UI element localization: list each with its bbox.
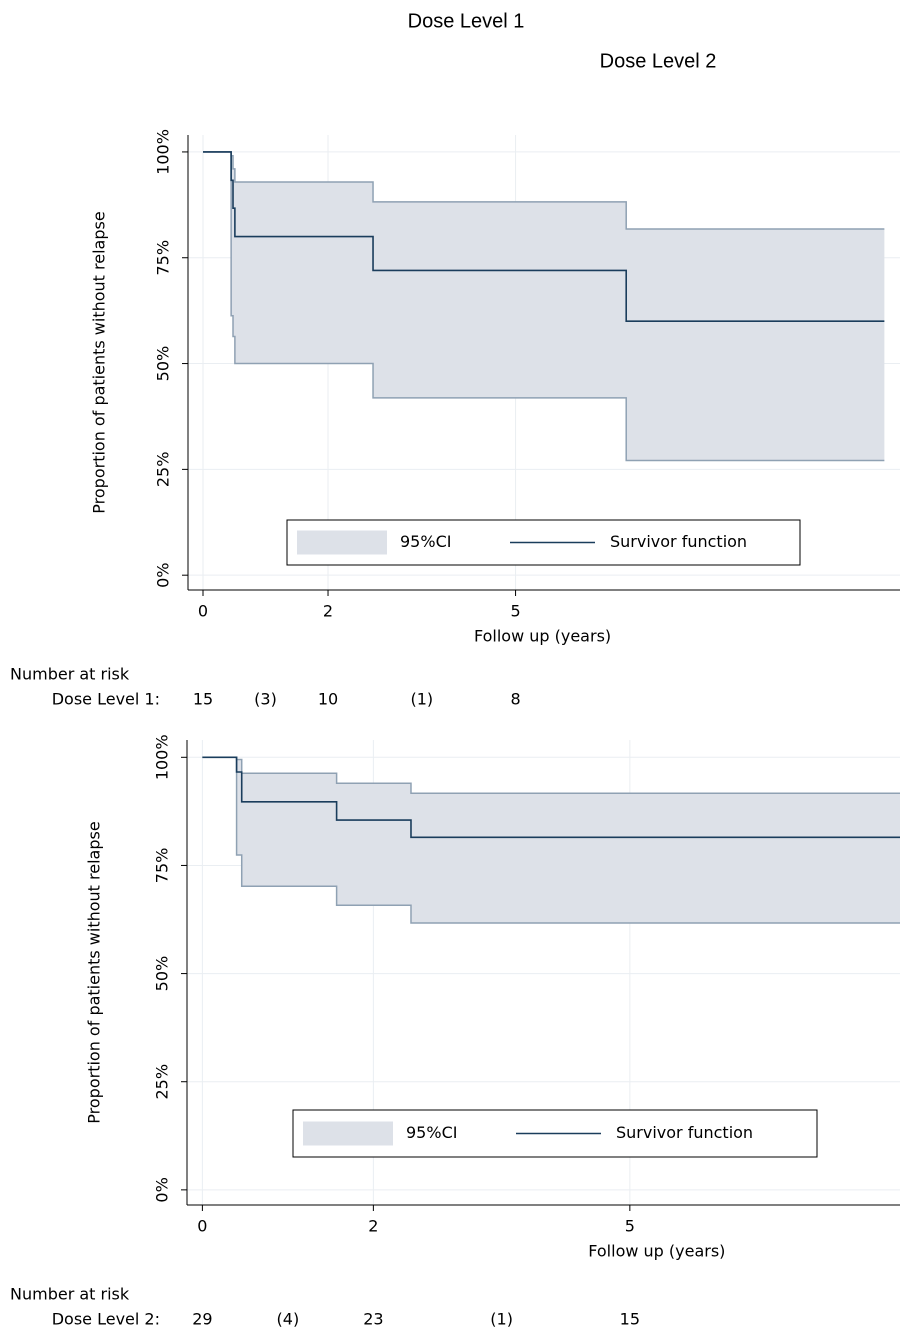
risk-value: (4) — [277, 1310, 300, 1329]
y-tick-label: 75% — [153, 848, 172, 884]
risk-value: (1) — [410, 690, 433, 709]
legend-label: 95%CI — [406, 1123, 457, 1142]
y-tick-label: 75% — [154, 240, 173, 276]
y-tick-label: 25% — [153, 1064, 172, 1100]
legend-label: Survivor function — [616, 1123, 753, 1142]
chart-title: Dose Level 1 — [408, 10, 525, 32]
y-tick-label: 50% — [153, 956, 172, 992]
legend-swatch — [303, 1121, 393, 1146]
risk-title: Number at risk — [10, 1285, 130, 1304]
risk-value: 23 — [363, 1310, 383, 1329]
x-tick-label: 2 — [323, 602, 333, 621]
risk-value: 15 — [620, 1310, 640, 1329]
ci-lower — [202, 756, 900, 924]
x-tick-label: 5 — [510, 602, 520, 621]
y-tick-label: 0% — [154, 562, 173, 587]
risk-label: Dose Level 2: — [52, 1310, 160, 1329]
y-tick-label: 100% — [154, 129, 173, 175]
risk-label: Dose Level 1: — [52, 690, 160, 709]
survivor-line — [203, 151, 885, 323]
y-axis-label: Proportion of patients without relapse — [85, 821, 104, 1123]
x-tick-label: 0 — [197, 1217, 207, 1236]
legend-swatch — [297, 530, 387, 555]
y-tick-label: 0% — [153, 1177, 172, 1202]
legend-label: Survivor function — [610, 532, 747, 551]
x-tick-label: 2 — [368, 1217, 378, 1236]
y-tick-label: 25% — [154, 452, 173, 488]
y-axis-label: Proportion of patients without relapse — [90, 211, 109, 513]
risk-value: (3) — [254, 690, 277, 709]
x-axis-label: Follow up (years) — [588, 1242, 725, 1261]
x-tick-label: 5 — [625, 1217, 635, 1236]
ci-band — [202, 757, 900, 923]
ci-band — [203, 151, 885, 461]
legend-label: 95%CI — [400, 532, 451, 551]
risk-title: Number at risk — [10, 665, 130, 684]
risk-value: 10 — [318, 690, 338, 709]
ci-lower — [203, 151, 885, 462]
y-tick-label: 50% — [154, 346, 173, 382]
chart-title: Dose Level 2 — [600, 50, 717, 72]
risk-value: (1) — [490, 1310, 513, 1329]
y-tick-label: 100% — [153, 734, 172, 780]
risk-value: 8 — [510, 690, 520, 709]
x-axis-label: Follow up (years) — [474, 627, 611, 646]
survivor-line — [202, 756, 900, 839]
x-tick-label: 0 — [198, 602, 208, 621]
risk-value: 29 — [192, 1310, 212, 1329]
risk-value: 15 — [193, 690, 213, 709]
